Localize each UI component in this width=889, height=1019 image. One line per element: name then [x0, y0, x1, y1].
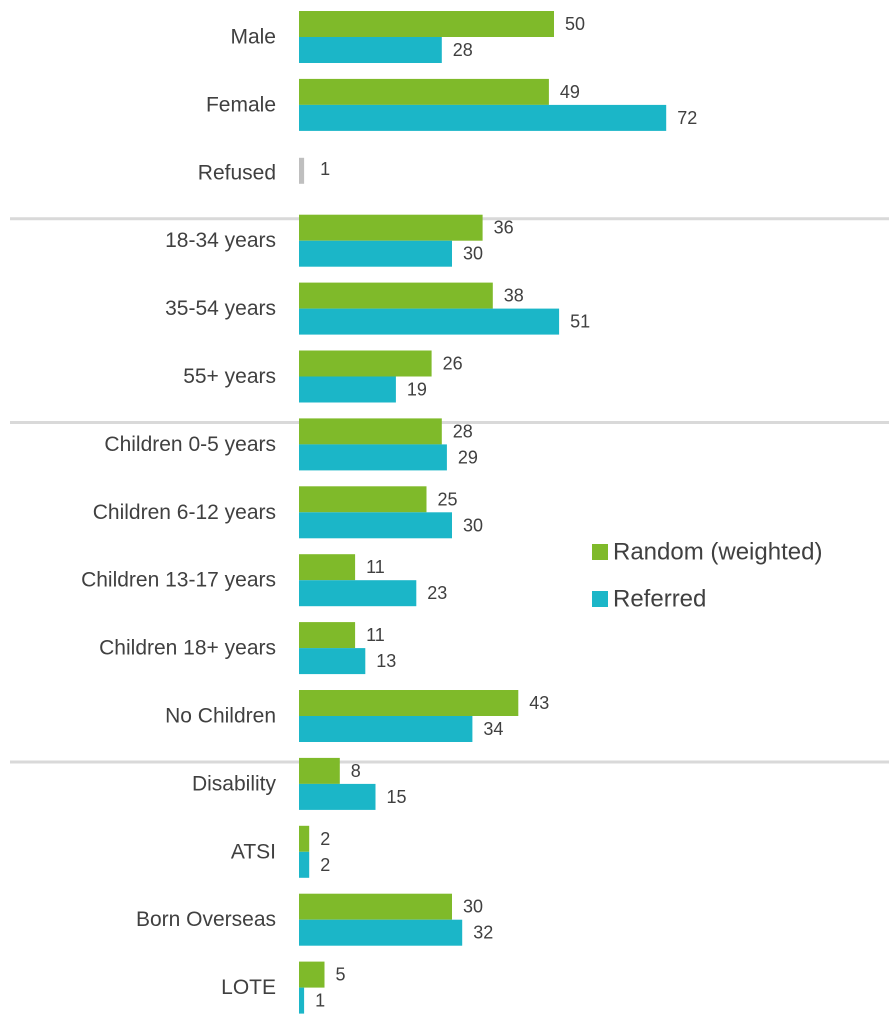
category-label-children-13-17-years: Children 13-17 years [81, 569, 276, 592]
bar-refused [299, 157, 305, 184]
value-label-random-weighted-55plus-years: 26 [443, 354, 463, 374]
bar-referred-children-18plus-years [299, 648, 366, 675]
bar-random-weighted-children-13-17-years [299, 554, 356, 581]
category-label-female: Female [206, 93, 276, 116]
value-label-random-weighted-35-54-years: 38 [504, 286, 524, 306]
value-label-random-weighted-children-13-17-years: 11 [366, 557, 385, 577]
legend-swatch-referred [592, 591, 608, 607]
value-label-random-weighted-children-0-5-years: 28 [453, 421, 473, 441]
bar-random-weighted-18-34-years [299, 214, 483, 241]
value-label-random-weighted-no-children: 43 [529, 693, 549, 713]
bar-random-weighted-children-18plus-years [299, 622, 356, 649]
category-label-no-children: No Children [165, 705, 276, 728]
value-label-refused: 1 [320, 159, 330, 179]
bar-referred-18-34-years [299, 240, 452, 267]
value-label-random-weighted-18-34-years: 36 [494, 218, 514, 238]
value-label-random-weighted-lote: 5 [336, 965, 346, 985]
value-label-random-weighted-male: 50 [565, 14, 585, 34]
value-label-random-weighted-atsi: 2 [320, 829, 330, 849]
value-label-random-weighted-disability: 8 [351, 761, 361, 781]
bar-referred-35-54-years [299, 308, 560, 335]
bar-random-weighted-born-overseas [299, 893, 452, 920]
bar-random-weighted-male [299, 11, 554, 37]
category-label-disability: Disability [192, 772, 277, 795]
value-label-random-weighted-children-18plus-years: 11 [366, 625, 385, 645]
bar-referred-disability [299, 783, 376, 810]
value-label-random-weighted-female: 49 [560, 82, 580, 102]
bar-random-weighted-atsi [299, 825, 310, 852]
bar-referred-male [299, 37, 442, 63]
category-label-35-54-years: 35-54 years [165, 297, 276, 320]
value-label-referred-disability: 15 [387, 787, 407, 807]
category-label-lote: LOTE [221, 976, 276, 999]
bar-random-weighted-55plus-years [299, 350, 432, 377]
value-label-referred-35-54-years: 51 [570, 312, 590, 332]
value-label-referred-lote: 1 [315, 991, 325, 1011]
legend-swatch-random-weighted [592, 544, 608, 560]
bar-referred-55plus-years [299, 376, 396, 403]
value-label-referred-children-6-12-years: 30 [463, 515, 483, 535]
value-label-referred-no-children: 34 [483, 719, 503, 739]
category-label-atsi: ATSI [231, 840, 276, 863]
bar-referred-atsi [299, 851, 310, 878]
value-label-referred-children-0-5-years: 29 [458, 447, 478, 467]
bar-referred-female [299, 104, 667, 131]
bar-random-weighted-children-6-12-years [299, 486, 427, 513]
bar-referred-born-overseas [299, 919, 463, 946]
bars-layer [299, 11, 667, 1014]
bar-referred-children-0-5-years [299, 444, 447, 471]
value-label-referred-atsi: 2 [320, 855, 330, 875]
bar-random-weighted-children-0-5-years [299, 418, 442, 445]
bar-referred-children-6-12-years [299, 512, 452, 539]
bar-random-weighted-lote [299, 961, 325, 988]
category-label-children-0-5-years: Children 0-5 years [104, 433, 276, 456]
category-label-refused: Refused [198, 161, 276, 184]
value-label-random-weighted-children-6-12-years: 25 [438, 489, 458, 509]
value-label-random-weighted-born-overseas: 30 [463, 897, 483, 917]
category-label-children-6-12-years: Children 6-12 years [93, 501, 276, 524]
category-label-born-overseas: Born Overseas [136, 908, 276, 931]
bar-random-weighted-no-children [299, 690, 519, 716]
legend-label-referred: Referred [613, 586, 706, 613]
bar-referred-children-13-17-years [299, 580, 417, 607]
bar-referred-lote [299, 987, 305, 1014]
value-label-referred-55plus-years: 19 [407, 380, 427, 400]
bar-random-weighted-female [299, 78, 549, 105]
bar-random-weighted-35-54-years [299, 282, 493, 309]
value-label-referred-male: 28 [453, 40, 473, 60]
category-label-55plus-years: 55+ years [183, 365, 276, 388]
category-label-18-34-years: 18-34 years [165, 229, 276, 252]
category-label-children-18plus-years: Children 18+ years [99, 637, 276, 660]
value-label-referred-female: 72 [677, 108, 697, 128]
value-label-referred-children-18plus-years: 13 [376, 651, 396, 671]
legend: Random (weighted) Referred [592, 539, 822, 613]
value-label-referred-born-overseas: 32 [473, 923, 493, 943]
value-label-referred-18-34-years: 30 [463, 244, 483, 264]
bar-referred-no-children [299, 716, 473, 742]
value-label-referred-children-13-17-years: 23 [427, 583, 447, 603]
bar-random-weighted-disability [299, 757, 340, 784]
category-label-male: Male [230, 26, 276, 49]
legend-label-random-weighted: Random (weighted) [613, 539, 822, 566]
